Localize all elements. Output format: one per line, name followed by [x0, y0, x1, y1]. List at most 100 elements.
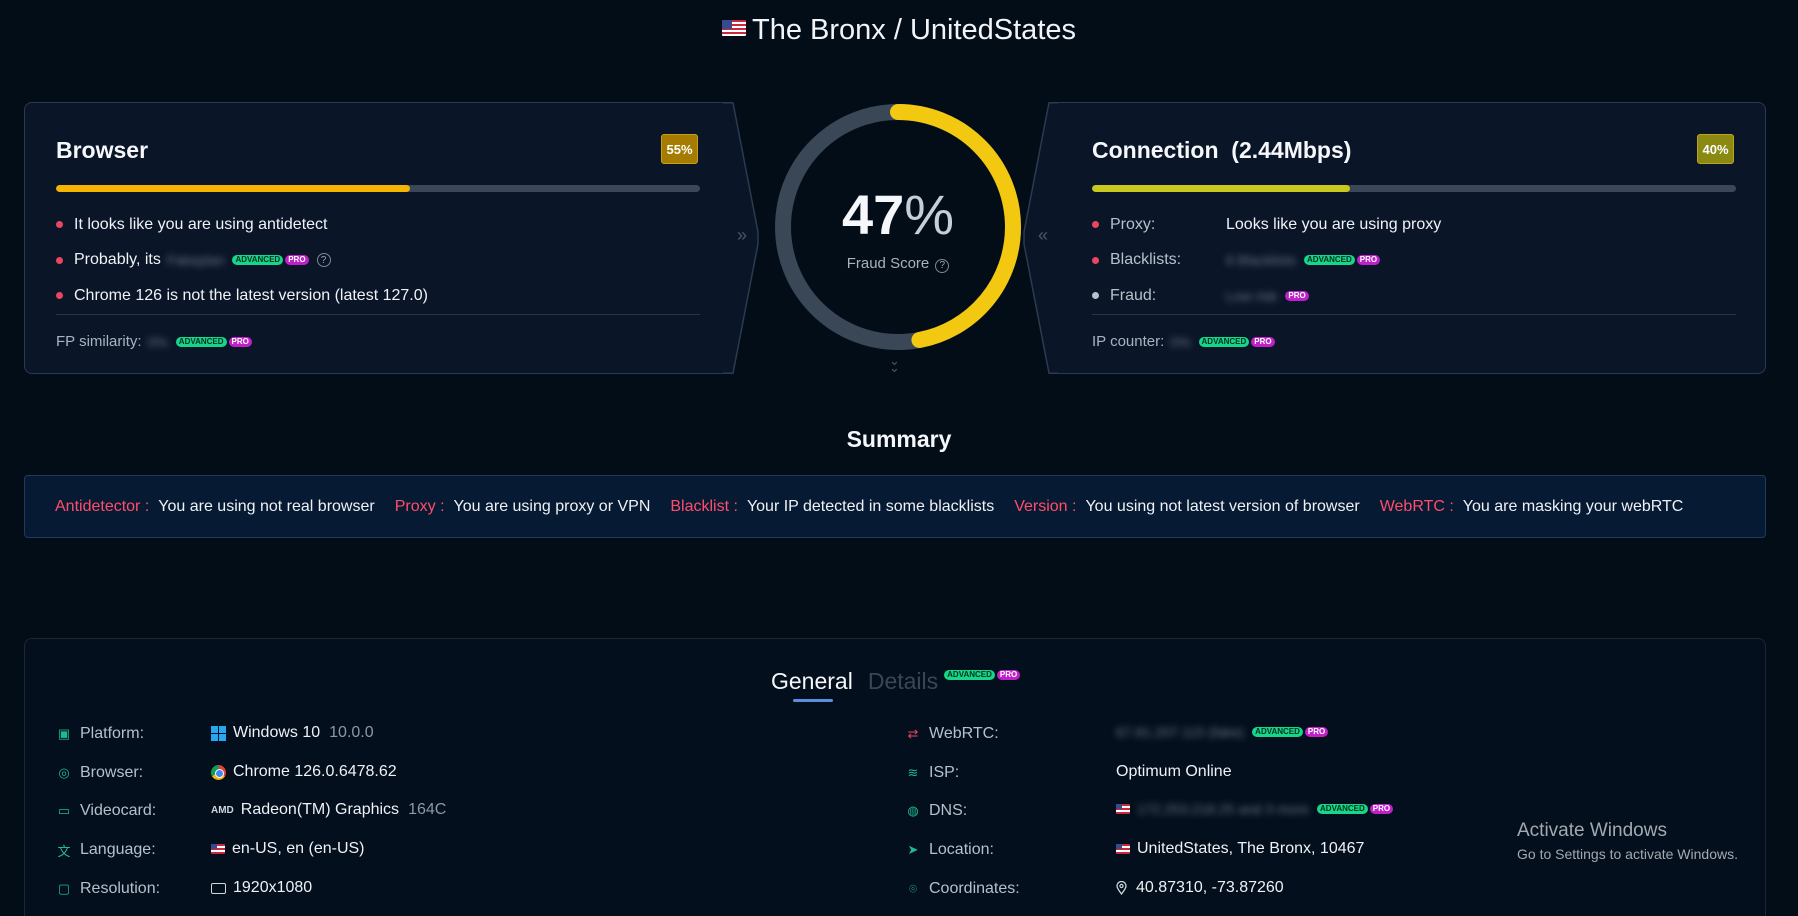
red-dot-icon: [56, 292, 63, 300]
browser-percent-badge: 55%: [661, 134, 698, 164]
connection-percent-badge: 40%: [1697, 134, 1734, 164]
translate-icon: 文: [57, 843, 71, 859]
coordinates-value: 40.87310, -73.87260: [1116, 879, 1284, 897]
dns-value: 172.253.218.25 and 3 more ADVANCED PRO: [1116, 801, 1394, 817]
isp-row: ≋ ISP:: [903, 763, 960, 783]
blurred-value: 67.81.207.115 (fake): [1116, 724, 1245, 740]
map-pin-icon: ⌾: [909, 881, 917, 896]
platform-row: ▣ Platform:: [54, 724, 144, 744]
connection-item-blacklists: Blacklists: 6 Blacklists ADVANCED PRO: [1092, 243, 1732, 279]
webrtc-value: 67.81.207.115 (fake) ADVANCED PRO: [1116, 724, 1329, 740]
pro-tag[interactable]: PRO: [1356, 255, 1381, 266]
red-dot-icon: [56, 256, 63, 264]
browser-card: Browser 55% It looks like you are using …: [24, 102, 724, 374]
videocard-row: ▭ Videocard:: [54, 801, 156, 821]
browser-card-title: Browser: [56, 137, 149, 163]
us-flag-icon: [1116, 844, 1130, 854]
pro-tag[interactable]: PRO: [228, 336, 252, 347]
fraud-score-gauge: [775, 104, 1021, 350]
language-row: 文 Language:: [54, 840, 155, 860]
fraud-score-label: Fraud Score?: [768, 255, 1028, 273]
red-dot-icon: [1092, 221, 1099, 229]
us-flag-icon: [1116, 804, 1130, 814]
tab-underline: [793, 699, 833, 702]
pro-tag[interactable]: PRO: [1304, 727, 1329, 737]
advanced-tag[interactable]: ADVANCED: [175, 336, 227, 347]
windows-icon: [211, 725, 226, 741]
connection-card: Connection (2.44Mbps) 40% Proxy: Looks li…: [1058, 102, 1766, 374]
help-icon[interactable]: ?: [316, 253, 331, 268]
dns-row: ◍ DNS:: [903, 801, 967, 821]
monitor-icon: ▢: [57, 881, 71, 896]
pro-tag[interactable]: PRO: [1251, 336, 1275, 347]
webrtc-row: ⇄ WebRTC:: [903, 724, 999, 744]
platform-value: Windows 10 10.0.0: [211, 724, 374, 742]
advanced-tag[interactable]: ADVANCED: [1198, 336, 1250, 347]
language-value: en-US, en (en-US): [211, 840, 365, 858]
dns-icon: ◍: [907, 803, 919, 818]
wifi-icon: ≋: [907, 765, 919, 780]
browser-row: ◎ Browser:: [54, 763, 143, 783]
gauge-arc: [775, 104, 1021, 350]
browser-icon: ◎: [58, 765, 70, 780]
advanced-tag[interactable]: ADVANCED: [232, 255, 284, 266]
amd-icon: AMD: [211, 804, 234, 816]
us-flag-icon: [211, 844, 225, 854]
us-flag-icon: [722, 20, 746, 37]
blurred-value: 0%: [147, 333, 168, 350]
browser-progress-fill: [56, 185, 411, 192]
divider: [1092, 314, 1736, 315]
help-icon[interactable]: ?: [935, 258, 950, 273]
browser-value: Chrome 126.0.6478.62: [211, 763, 397, 781]
fraud-score-value: 47%: [841, 183, 955, 246]
blurred-value: Fakeplan: [166, 252, 225, 269]
browser-card-notch: [723, 102, 759, 374]
browser-item-antidetect: It looks like you are using antidetect: [56, 207, 696, 243]
resolution-value: 1920x1080: [211, 879, 312, 897]
advanced-tag[interactable]: ADVANCED: [1304, 255, 1355, 266]
blurred-value: 0%: [1170, 333, 1191, 350]
browser-progress-bar: [56, 185, 700, 192]
red-dot-icon: [56, 221, 63, 229]
tab-general[interactable]: General: [771, 668, 853, 694]
navigation-icon: ➤: [907, 842, 919, 857]
advanced-tag[interactable]: ADVANCED: [1252, 727, 1303, 737]
connection-progress-fill: [1092, 185, 1350, 192]
blurred-value: Low risk: [1226, 287, 1278, 304]
browser-item-probably: Probably, its Fakeplan ADVANCED PRO?: [56, 243, 696, 279]
isp-value: Optimum Online: [1116, 763, 1232, 780]
location-value: UnitedStates, The Bronx, 10467: [1116, 840, 1364, 858]
divider: [56, 314, 700, 315]
pro-tag[interactable]: PRO: [1285, 290, 1309, 301]
chevrons-down-icon[interactable]: ⌄ ⌄: [889, 353, 900, 375]
location-title: The Bronx / UnitedStates: [0, 14, 1798, 47]
connection-progress-bar: [1092, 185, 1736, 192]
tabs: General Details ADVANCED PRO: [771, 668, 1021, 695]
ip-counter-row: IP counter: 0% ADVANCED PRO: [1092, 333, 1275, 350]
platform-icon: ▣: [57, 726, 71, 741]
pro-tag[interactable]: PRO: [1369, 804, 1394, 814]
pro-tag[interactable]: PRO: [285, 255, 309, 266]
connection-card-title: Connection (2.44Mbps): [1092, 137, 1352, 163]
fp-similarity-row: FP similarity: 0% ADVANCED PRO: [56, 333, 252, 350]
red-dot-icon: [1092, 256, 1099, 264]
location-row: ➤ Location:: [903, 840, 994, 860]
activate-windows-watermark: Activate Windows Go to Settings to activ…: [1517, 820, 1738, 862]
general-panel: [24, 638, 1766, 916]
resolution-row: ▢ Resolution:: [54, 879, 160, 899]
videocard-value: AMD Radeon(TM) Graphics 164C: [211, 801, 447, 818]
pro-tag[interactable]: PRO: [996, 670, 1021, 680]
map-pin-icon: [1116, 881, 1127, 895]
advanced-tag[interactable]: ADVANCED: [944, 670, 995, 680]
tab-details[interactable]: Details: [867, 668, 939, 694]
summary-box: Antidetector : You are using not real bro…: [24, 475, 1766, 538]
connection-item-proxy: Proxy: Looks like you are using proxy: [1092, 207, 1732, 243]
chevrons-right-icon: »: [737, 225, 748, 245]
chevrons-left-icon: «: [1038, 225, 1049, 245]
blurred-value: 172.253.218.25 and 3 more: [1137, 801, 1310, 817]
coordinates-row: ⌾ Coordinates:: [903, 879, 1020, 899]
webrtc-icon: ⇄: [907, 726, 919, 741]
summary-title: Summary: [846, 426, 952, 452]
browser-item-version: Chrome 126 is not the latest version (la…: [56, 278, 696, 314]
advanced-tag[interactable]: ADVANCED: [1317, 804, 1368, 814]
